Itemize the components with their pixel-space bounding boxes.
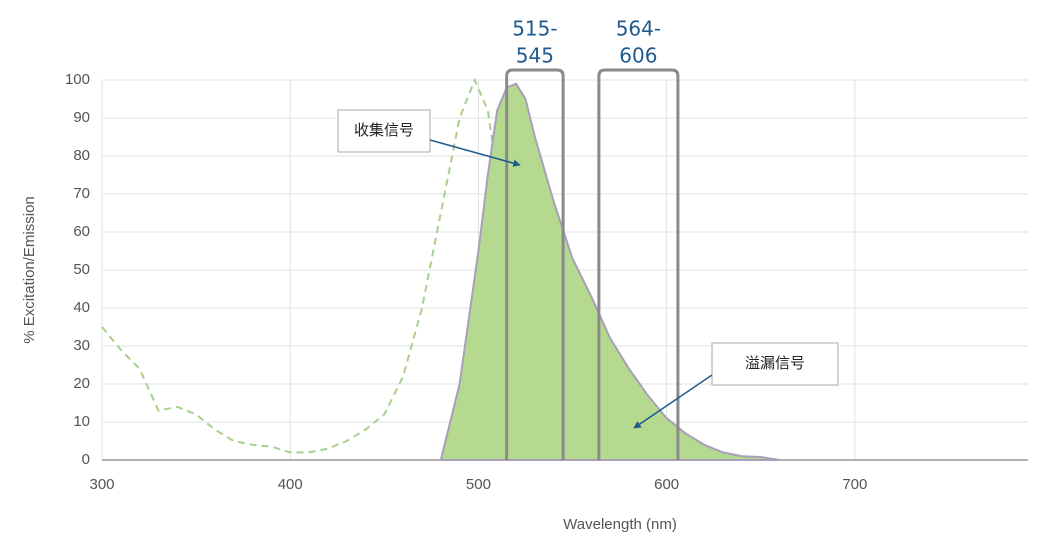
x-tick-label: 300 (89, 476, 114, 493)
y-tick-label: 10 (73, 413, 90, 430)
band-label: 564- (616, 17, 661, 41)
y-tick-label: 0 (82, 451, 90, 468)
y-axis-title: % Excitation/Emission (21, 196, 38, 344)
note-box (711, 342, 839, 386)
y-tick-label: 60 (73, 223, 90, 240)
band-label: 606 (619, 44, 657, 68)
y-tick-label: 20 (73, 375, 90, 392)
filter-band (505, 68, 565, 460)
note-arrow (633, 374, 713, 429)
y-tick-label: 70 (73, 185, 90, 202)
band-label: 545 (516, 44, 554, 68)
annotations: 收集信号 溢漏信号 (337, 109, 839, 429)
x-tick-label: 700 (842, 476, 867, 493)
y-tick-label: 50 (73, 261, 90, 278)
band-label: 515- (512, 17, 557, 41)
filter-band (597, 68, 680, 460)
x-tick-label: 600 (654, 476, 679, 493)
x-tick-label: 500 (466, 476, 491, 493)
note-arrow (429, 139, 521, 167)
plot: 0 10 20 30 40 50 60 70 80 90 100 300 400 500 600 700 515… (65, 17, 1028, 493)
y-tick-label: 80 (73, 147, 90, 164)
note-text: 溢漏信号 (745, 354, 805, 372)
note-box (337, 109, 431, 153)
emission-area (439, 82, 780, 461)
y-tick-label: 30 (73, 337, 90, 354)
x-tick-label: 400 (278, 476, 303, 493)
x-axis-title: Wavelength (nm) (563, 516, 677, 533)
y-tick-label: 100 (65, 71, 90, 88)
note-text: 收集信号 (354, 121, 414, 139)
y-tick-label: 90 (73, 109, 90, 126)
y-tick-label: 40 (73, 299, 90, 316)
